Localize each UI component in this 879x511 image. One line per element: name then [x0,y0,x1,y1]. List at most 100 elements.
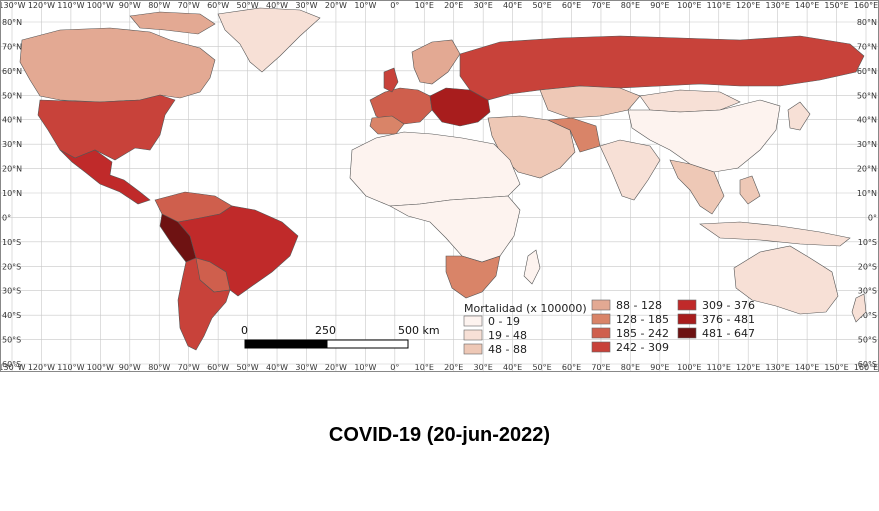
legend-label-1: 19 - 48 [488,329,527,342]
legend-swatch-2 [463,343,483,355]
legend-label-9: 481 - 647 [702,327,755,340]
region-central-asia [539,85,641,119]
scale-bar-white-segment [326,339,409,349]
lon-tick-label-bottom: 80°W [148,363,170,372]
scale-bar: 0 250 500 km [241,324,440,349]
legend-label-2: 48 - 88 [488,343,527,356]
lon-tick-label-top: 70°W [178,1,200,10]
lon-tick-label-top: 140°E [795,1,819,10]
lat-tick-label-left: 10°N [2,189,22,198]
lon-tick-label-bottom: 120°E [736,363,760,372]
legend-swatch-8 [677,313,697,325]
map-caption: COVID-19 (20-jun-2022) [328,424,551,446]
lon-tick-label-bottom: 30°E [474,363,493,372]
region-canada [19,27,216,103]
lon-tick-label-top: 130°W [0,1,26,10]
region-southern-africa [445,255,501,299]
lon-tick-label-bottom: 40°W [266,363,288,372]
region-australia [733,245,839,315]
legend-swatch-5 [591,327,611,339]
lon-tick-label-top: 60°E [562,1,581,10]
lon-tick-label-bottom: 90°W [119,363,141,372]
lat-tick-label-right: 60°S [858,360,877,369]
lon-tick-label-top: 160°E [854,1,878,10]
lon-tick-label-top: 100°W [87,1,114,10]
lon-tick-label-bottom: 40°E [503,363,522,372]
region-canada-islands [129,11,216,35]
region-philippines [739,175,761,205]
lon-tick-label-top: 70°E [591,1,610,10]
legend-swatch-0 [463,315,483,327]
lon-tick-label-bottom: 110°W [57,363,84,372]
lon-tick-label-bottom: 20°E [444,363,463,372]
lon-tick-label-bottom: 30°W [295,363,317,372]
lon-tick-label-bottom: 20°W [325,363,347,372]
region-central-europe [429,87,491,127]
lon-tick-label-bottom: 160°E [854,363,878,372]
lat-tick-label-left: 50°N [2,91,22,100]
lon-tick-label-bottom: 140°E [795,363,819,372]
lat-tick-label-left: 30°S [2,287,21,296]
legend-swatch-7 [677,299,697,311]
region-madagascar [523,249,541,285]
lat-tick-label-right: 10°S [858,238,877,247]
scale-label-500km: 500 km [398,324,440,337]
lon-tick-label-bottom: 120°W [28,363,55,372]
lon-tick-label-bottom: 0° [390,363,399,372]
region-new-zealand [851,293,867,323]
lon-tick-label-top: 10°E [415,1,434,10]
legend-swatch-4 [591,313,611,325]
lon-tick-label-top: 40°W [266,1,288,10]
scale-bar-black-segment [244,339,328,349]
legend-label-7: 309 - 376 [702,299,755,312]
lon-tick-label-bottom: 50°E [532,363,551,372]
lon-tick-label-bottom: 60°W [207,363,229,372]
lat-tick-label-right: 0° [868,213,877,222]
region-southeast-asia [669,159,725,215]
legend-swatch-1 [463,329,483,341]
region-central-africa [388,195,521,263]
legend-swatch-9 [677,327,697,339]
lon-tick-label-top: 50°E [532,1,551,10]
legend-label-0: 0 - 19 [488,315,520,328]
lat-tick-label-left: 50°S [2,336,21,345]
lat-tick-label-right: 10°N [857,189,877,198]
legend-label-3: 88 - 128 [616,299,662,312]
lon-tick-label-bottom: 60°E [562,363,581,372]
lon-tick-label-top: 80°E [621,1,640,10]
lat-tick-label-left: 20°S [2,262,21,271]
region-scandinavia [411,39,461,85]
lon-tick-label-bottom: 110°E [707,363,731,372]
lon-tick-label-top: 120°E [736,1,760,10]
lon-tick-label-top: 130°E [765,1,789,10]
region-russia [459,35,865,101]
lon-tick-label-bottom: 100°E [677,363,701,372]
lat-tick-label-left: 40°S [2,311,21,320]
lat-tick-label-right: 40°N [857,116,877,125]
lat-tick-label-right: 20°S [858,262,877,271]
lon-tick-label-bottom: 90°E [650,363,669,372]
legend-label-8: 376 - 481 [702,313,755,326]
lon-tick-label-bottom: 150°E [824,363,848,372]
lon-tick-label-top: 40°E [503,1,522,10]
lat-tick-label-left: 40°N [2,116,22,125]
region-mexico [59,149,151,205]
lon-tick-label-top: 20°W [325,1,347,10]
scale-label-250: 250 [315,324,336,337]
region-north-africa [349,131,521,207]
legend-swatch-6 [591,341,611,353]
lat-tick-label-left: 70°N [2,42,22,51]
lon-tick-label-top: 80°W [148,1,170,10]
lon-tick-label-top: 60°W [207,1,229,10]
lon-tick-label-bottom: 100°W [87,363,114,372]
lat-tick-label-right: 70°N [857,42,877,51]
lon-tick-label-top: 30°W [295,1,317,10]
lat-tick-label-left: 30°N [2,140,22,149]
lat-tick-label-left: 10°S [2,238,21,247]
map-canvas: 130°W130°W120°W120°W110°W110°W100°W100°W… [0,0,879,372]
region-greenland [217,7,321,73]
lon-tick-label-top: 110°W [57,1,84,10]
lon-tick-label-bottom: 10°E [415,363,434,372]
lon-tick-label-top: 20°E [444,1,463,10]
